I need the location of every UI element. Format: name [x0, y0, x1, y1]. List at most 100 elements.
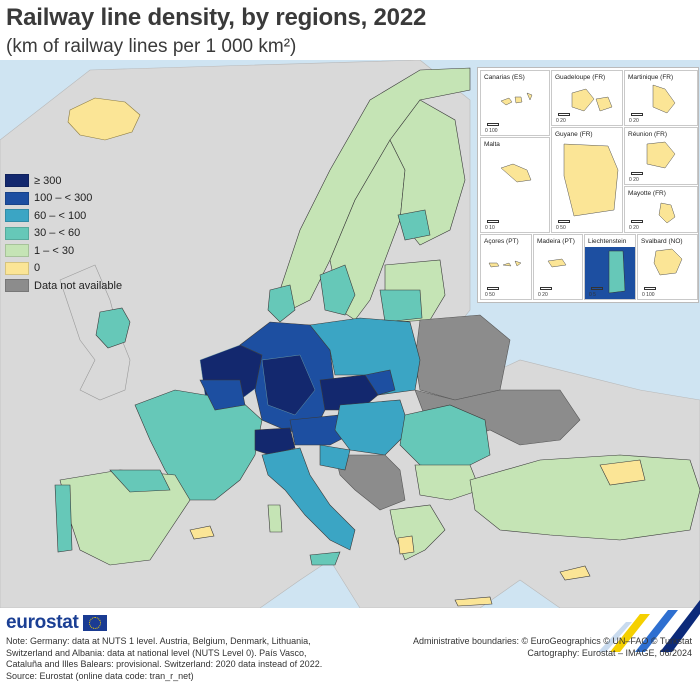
region-belarus	[414, 314, 511, 401]
legend-item: 100 – < 300	[5, 190, 122, 208]
inset-shape	[500, 163, 532, 183]
region-sweden	[329, 139, 406, 321]
legend-item: Data not available	[5, 277, 122, 295]
legend-swatch	[5, 209, 29, 223]
scale-bar	[540, 287, 552, 290]
inset-svalbard-no: Svalbard (NO) 0 100	[637, 234, 698, 300]
inset-guyane-fr: Guyane (FR) 0 50	[551, 127, 623, 233]
legend-item: 1 – < 30	[5, 242, 122, 260]
scale-label: 0 100	[485, 128, 498, 134]
footnote: Note: Germany: data at NUTS 1 level. Aus…	[6, 636, 356, 682]
region-germany-dense	[261, 354, 316, 416]
credit-line: Administrative boundaries: © EuroGeograp…	[412, 636, 692, 646]
region-sicily	[309, 551, 341, 566]
eu-flag-icon	[82, 615, 107, 631]
scale-label: 0 10	[485, 225, 495, 231]
region-romania	[399, 404, 491, 471]
scale-bar	[644, 287, 656, 290]
region-bulgaria	[414, 464, 481, 501]
scale-bar	[631, 113, 643, 116]
inset-guadeloupe-fr: Guadeloupe (FR) 0 20	[551, 70, 623, 126]
inset-shape	[585, 247, 635, 299]
inset-a-ores-pt: Açores (PT) 0 50	[480, 234, 532, 300]
legend-item: 0	[5, 260, 122, 278]
inset-shape	[646, 141, 676, 169]
inset-canarias-es: Canarias (ES) 0 100	[480, 70, 550, 136]
region-balkans	[334, 454, 406, 511]
legend-label: Data not available	[34, 279, 123, 292]
region-turkiye-east	[599, 459, 646, 486]
scale-bar	[487, 220, 499, 223]
region-portugal	[54, 484, 73, 553]
legend-swatch	[5, 244, 29, 258]
region-lithuania	[379, 289, 423, 323]
scale-bar	[558, 113, 570, 116]
inset-mayotte-fr: Mayotte (FR) 0 20	[624, 186, 698, 233]
note-line: Cataluña and Illes Balears: provisional.…	[6, 659, 323, 670]
scale-bar	[591, 287, 603, 290]
region-balearics	[189, 525, 215, 540]
decorative-stripes	[598, 600, 700, 652]
inset-label: Canarias (ES)	[484, 74, 525, 81]
region-finland-south	[397, 209, 431, 241]
region-spain-north	[109, 469, 171, 493]
region-poland-south	[364, 369, 396, 396]
scale-label: 0 20	[629, 118, 639, 124]
scale-label: 0 50	[556, 225, 566, 231]
eurostat-logo: eurostat	[6, 612, 107, 634]
logo-text: eurostat	[6, 612, 79, 633]
region-united-kingdom	[59, 264, 131, 401]
region-slovenia-croatia	[319, 444, 351, 471]
inset-shape	[658, 202, 676, 224]
inset-label: Liechtenstein	[588, 238, 627, 245]
map-title: Railway line density, by regions, 2022	[6, 4, 427, 31]
inset-label: Réunion (FR)	[628, 131, 668, 138]
legend-swatch	[5, 279, 29, 293]
inset-shape	[547, 258, 567, 268]
scale-bar	[487, 123, 499, 126]
region-ireland	[95, 307, 131, 349]
region-sardinia	[267, 504, 283, 533]
legend-label: ≥ 300	[34, 174, 62, 187]
legend-label: 30 – < 60	[34, 227, 81, 240]
credit-line: Cartography: Eurostat – IMAGE, 06/2024	[527, 647, 692, 658]
scale-label: 0 50	[485, 292, 495, 298]
inset-r-union-fr: Réunion (FR) 0 20	[624, 127, 698, 185]
inset-label: Martinique (FR)	[628, 74, 674, 81]
inset-malta: Malta 0 10	[480, 137, 550, 233]
map-canvas	[0, 60, 700, 608]
legend-item: ≥ 300	[5, 172, 122, 190]
inset-shape	[571, 88, 613, 112]
inset-label: Malta	[484, 141, 500, 148]
region-cyprus	[559, 565, 591, 581]
scale-label: 0 100	[642, 292, 655, 298]
legend-label: 60 – < 100	[34, 209, 87, 222]
region-denmark	[267, 284, 296, 323]
legend-item: 30 – < 60	[5, 225, 122, 243]
region-finland	[389, 99, 466, 246]
note-line: Switzerland and Albania: data at nationa…	[6, 647, 307, 658]
legend-swatch	[5, 191, 29, 205]
inset-shape	[563, 143, 619, 217]
scale-label: 0 20	[629, 225, 639, 231]
region-crete	[454, 596, 493, 607]
inset-label: Madeira (PT)	[537, 238, 575, 245]
scale-label: 0 20	[556, 118, 566, 124]
legend-swatch	[5, 261, 29, 275]
inset-shape	[488, 260, 522, 268]
inset-label: Guyane (FR)	[555, 131, 593, 138]
note-line: Source: Eurostat (online data code: tran…	[6, 670, 194, 681]
region-greece-west	[397, 535, 415, 555]
inset-label: Açores (PT)	[484, 238, 519, 245]
region-poland	[309, 317, 421, 396]
scale-bar	[631, 172, 643, 175]
inset-shape	[653, 248, 683, 276]
inset-shape	[500, 92, 533, 106]
scale-bar	[558, 220, 570, 223]
legend: ≥ 300 100 – < 300 60 – < 100 30 – < 60 1 – <…	[5, 172, 122, 295]
region-iceland	[67, 97, 141, 141]
region-italy	[261, 447, 356, 551]
scale-label: 0 20	[629, 177, 639, 183]
legend-label: 1 – < 30	[34, 244, 75, 257]
scale-bar	[487, 287, 499, 290]
